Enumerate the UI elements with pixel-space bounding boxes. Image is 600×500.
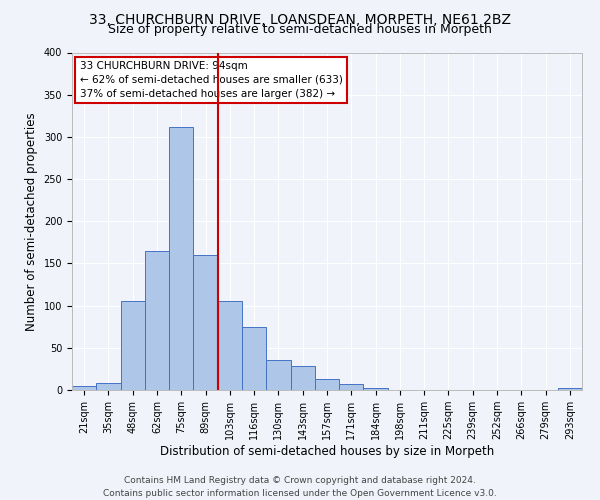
Bar xyxy=(339,384,364,390)
Bar xyxy=(169,126,193,390)
Text: 33 CHURCHBURN DRIVE: 94sqm
← 62% of semi-detached houses are smaller (633)
37% o: 33 CHURCHBURN DRIVE: 94sqm ← 62% of semi… xyxy=(80,61,343,99)
Text: 33, CHURCHBURN DRIVE, LOANSDEAN, MORPETH, NE61 2BZ: 33, CHURCHBURN DRIVE, LOANSDEAN, MORPETH… xyxy=(89,12,511,26)
Text: Contains HM Land Registry data © Crown copyright and database right 2024.
Contai: Contains HM Land Registry data © Crown c… xyxy=(103,476,497,498)
Bar xyxy=(193,255,218,390)
Bar xyxy=(558,388,582,390)
Text: Size of property relative to semi-detached houses in Morpeth: Size of property relative to semi-detach… xyxy=(108,22,492,36)
Bar xyxy=(315,379,339,390)
X-axis label: Distribution of semi-detached houses by size in Morpeth: Distribution of semi-detached houses by … xyxy=(160,445,494,458)
Bar xyxy=(242,326,266,390)
Bar xyxy=(121,302,145,390)
Bar xyxy=(218,302,242,390)
Bar xyxy=(290,366,315,390)
Bar xyxy=(364,388,388,390)
Bar xyxy=(96,383,121,390)
Y-axis label: Number of semi-detached properties: Number of semi-detached properties xyxy=(25,112,38,330)
Bar xyxy=(266,360,290,390)
Bar xyxy=(72,386,96,390)
Bar xyxy=(145,251,169,390)
